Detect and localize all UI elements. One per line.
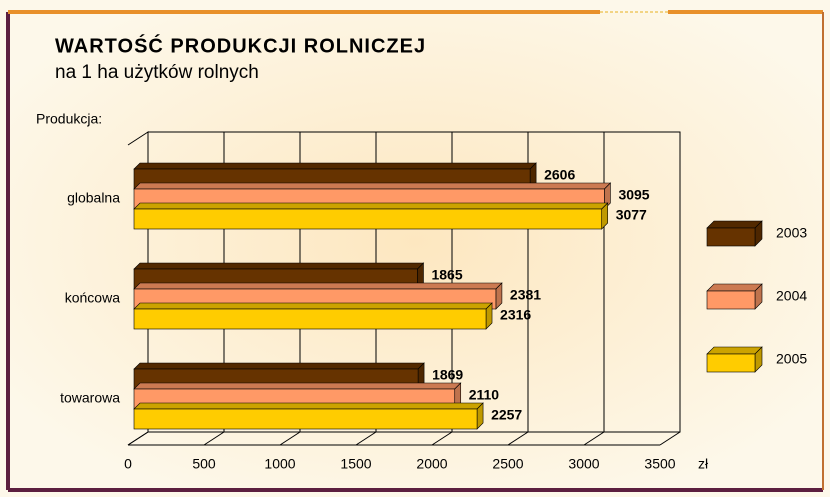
legend-swatch-top [706,346,763,355]
y-axis-label: Produkcja: [36,111,102,127]
value-label: 2110 [469,387,500,403]
bar [133,408,478,430]
legend-swatch [706,290,756,310]
legend-label: 2005 [776,351,807,367]
bar-top [133,282,503,290]
x-axis-unit: zł [698,456,709,472]
floor-tick [507,431,529,446]
chart-subtitle: na 1 ha użytków rolnych [55,62,259,83]
x-tick-label: 2500 [492,456,523,472]
bar-top [133,262,425,270]
floor-tick [583,431,605,446]
value-label: 1865 [431,267,462,283]
x-tick-label: 500 [192,456,216,472]
value-label: 2257 [491,407,522,423]
value-label: 2316 [500,307,531,323]
bar-top [133,182,612,190]
y-tick-label: towarowa [60,390,120,406]
x-tick-label: 0 [124,456,132,472]
floor-tick [203,431,225,446]
bar [133,208,603,230]
x-tick-label: 1000 [264,456,295,472]
value-label: 3095 [618,187,649,203]
floor-tick [659,431,681,446]
floor-tick [431,431,453,446]
bar-top [133,362,425,370]
legend-label: 2003 [776,225,807,241]
bar-top [133,402,484,410]
bar-top [133,382,462,390]
floor-tick [355,431,377,446]
legend-swatch [706,353,756,373]
legend-swatch-top [706,220,763,229]
value-label: 2606 [544,167,575,183]
x-tick-label: 3000 [568,456,599,472]
x-tick-label: 1500 [340,456,371,472]
legend-swatch-top [706,283,763,292]
bar-top [133,302,493,310]
y-tick-label: globalna [67,190,120,206]
value-label: 2381 [510,287,541,303]
chart-title: WARTOŚĆ PRODUKCJI ROLNICZEJ [55,33,426,57]
value-label: 1869 [432,367,463,383]
bar-top [133,202,609,210]
legend-swatch [706,227,756,247]
x-tick-label: 3500 [644,456,675,472]
value-label: 3077 [616,207,647,223]
bar [133,308,487,330]
floor-tick [279,431,301,446]
legend-label: 2004 [776,288,807,304]
x-tick-label: 2000 [416,456,447,472]
y-tick-label: końcowa [65,290,120,306]
bar-top [133,162,537,170]
floor-tick [127,431,149,446]
